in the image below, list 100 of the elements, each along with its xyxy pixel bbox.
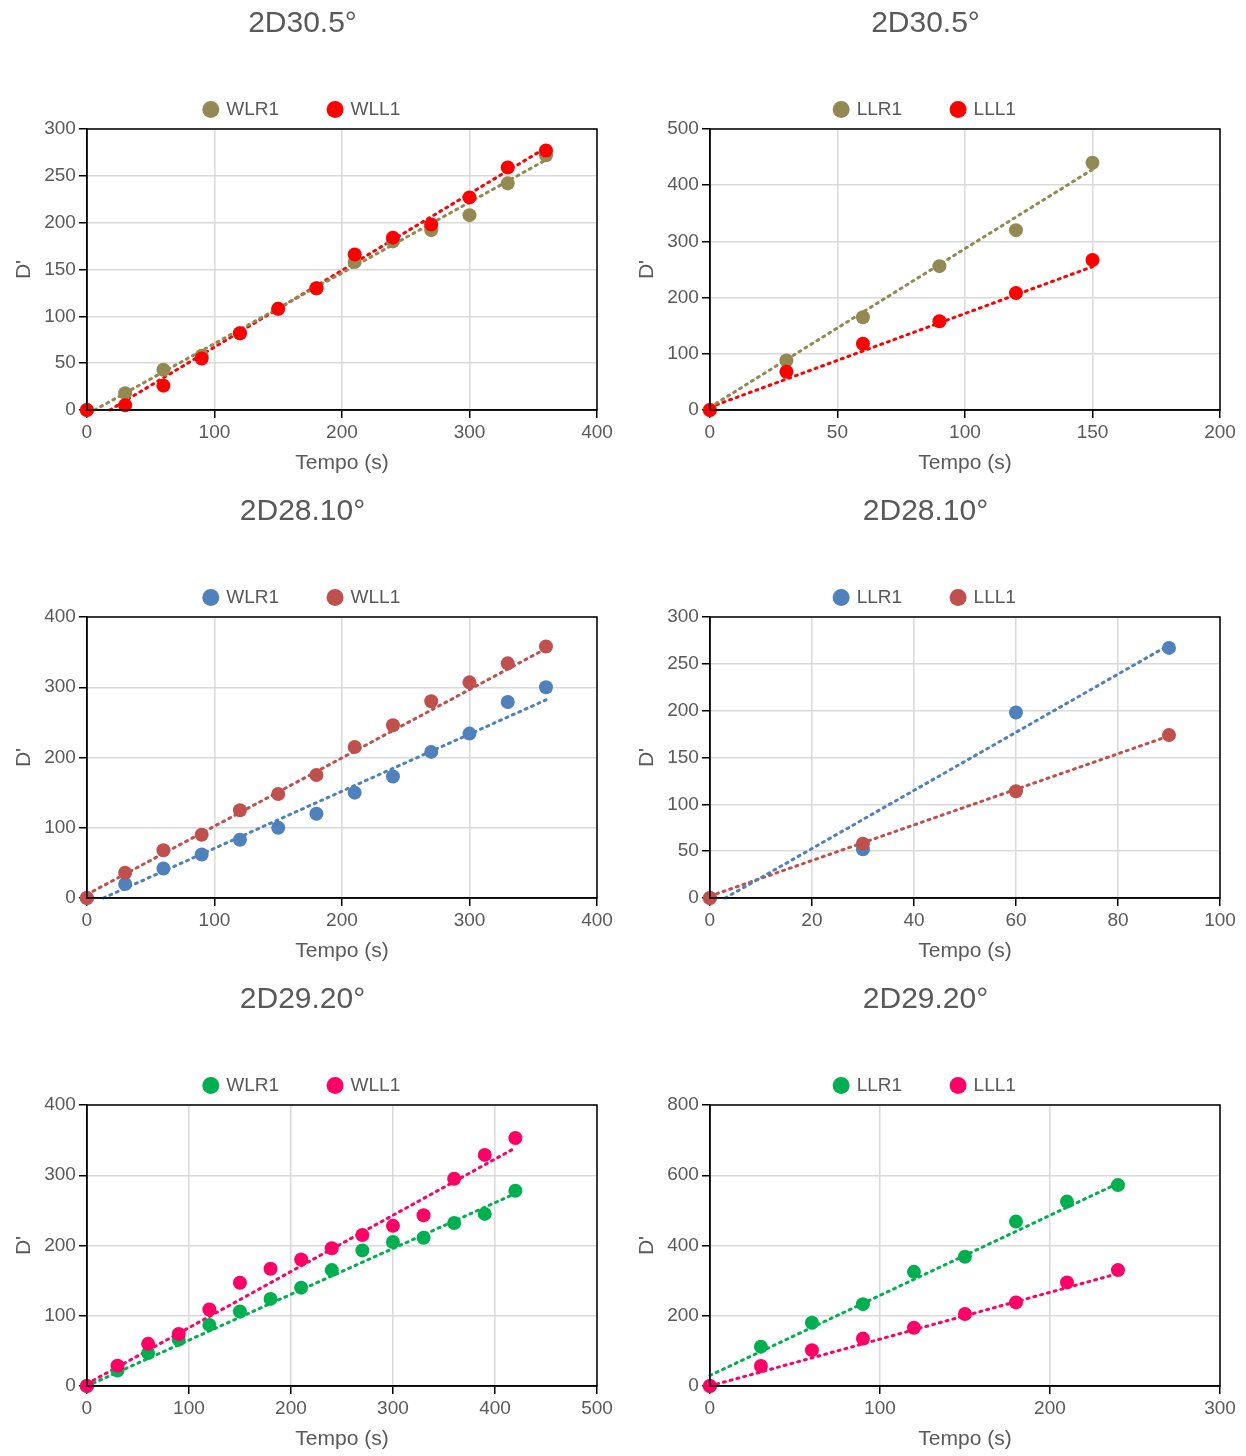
point	[753, 1339, 768, 1354]
point	[324, 1241, 339, 1256]
x-tick-label: 200	[1204, 420, 1236, 442]
point	[232, 1275, 247, 1290]
point	[906, 1264, 921, 1279]
x-tick-label: 400	[479, 1396, 511, 1418]
x-tick-label: 150	[1076, 420, 1109, 442]
x-tick-label: 100	[864, 1396, 896, 1418]
point	[1085, 155, 1100, 170]
point	[779, 364, 794, 379]
y-tick-label: 0	[65, 398, 76, 420]
point	[855, 1331, 870, 1346]
point	[906, 1320, 921, 1335]
x-axis-title: Tempo (s)	[295, 450, 389, 474]
y-tick-label: 0	[688, 886, 699, 908]
x-tick-label: 50	[826, 420, 848, 442]
x-tick-label: 60	[1005, 908, 1027, 930]
point	[462, 208, 477, 223]
point	[156, 861, 171, 876]
point	[1008, 705, 1023, 720]
y-tick-label: 300	[667, 605, 699, 627]
y-tick-label: 150	[667, 745, 699, 767]
point	[1008, 1214, 1023, 1229]
x-tick-label: 200	[326, 908, 358, 930]
point	[1161, 640, 1176, 655]
point	[477, 1147, 492, 1162]
x-tick-label: 300	[377, 1396, 409, 1418]
x-axis-title: Tempo (s)	[918, 938, 1012, 962]
point	[462, 675, 477, 690]
x-tick-label: 200	[275, 1396, 307, 1418]
point	[957, 1306, 972, 1321]
x-tick-label: 300	[453, 908, 486, 930]
x-axis-title: Tempo (s)	[918, 1426, 1012, 1450]
point	[347, 785, 362, 800]
point	[347, 247, 362, 262]
point	[385, 1218, 400, 1233]
point	[1059, 1275, 1074, 1290]
chart-title: 2D28.10°	[239, 493, 366, 527]
legend-label: LLR1	[856, 97, 903, 119]
point	[855, 1297, 870, 1312]
y-tick-label: 300	[667, 229, 699, 251]
point	[477, 1206, 492, 1221]
point	[171, 1327, 186, 1342]
point	[447, 1171, 462, 1186]
y-tick-label: 0	[65, 886, 76, 908]
y-tick-label: 200	[667, 285, 699, 307]
y-tick-label: 100	[667, 342, 699, 364]
y-axis-title: D'	[11, 747, 35, 768]
x-axis-title: Tempo (s)	[295, 938, 389, 962]
point	[1008, 784, 1023, 799]
point	[202, 1317, 217, 1332]
y-tick-label: 250	[667, 652, 699, 674]
legend-label: LLL1	[973, 1073, 1016, 1095]
point	[538, 680, 553, 695]
point	[1008, 223, 1023, 238]
legend-label: WLL1	[350, 585, 401, 607]
point	[1059, 1194, 1074, 1209]
chart-title: 2D28.10°	[862, 493, 989, 527]
point	[156, 843, 171, 858]
x-tick-label: 400	[581, 420, 613, 442]
point	[500, 656, 515, 671]
y-tick-label: 400	[667, 1233, 699, 1255]
y-tick-label: 50	[54, 351, 76, 373]
point	[500, 176, 515, 191]
legend-label: LLR1	[856, 585, 903, 607]
point	[355, 1243, 370, 1258]
chart-title: 2D29.20°	[862, 981, 989, 1015]
y-tick-label: 400	[44, 605, 76, 627]
x-tick-label: 100	[1204, 908, 1236, 930]
x-tick-label: 500	[581, 1396, 613, 1418]
x-tick-label: 0	[81, 908, 93, 930]
legend-label: WLL1	[350, 1073, 401, 1095]
x-tick-label: 100	[198, 908, 231, 930]
point	[263, 1261, 278, 1276]
y-tick-label: 50	[677, 839, 699, 861]
point	[194, 847, 209, 862]
point	[855, 836, 870, 851]
point	[424, 744, 439, 759]
legend-label: LLR1	[856, 1073, 903, 1095]
y-tick-label: 400	[667, 173, 699, 195]
point	[804, 1315, 819, 1330]
point	[141, 1336, 156, 1351]
x-axis-title: Tempo (s)	[918, 450, 1012, 474]
y-tick-label: 250	[44, 164, 76, 186]
x-tick-label: 0	[704, 908, 716, 930]
y-tick-label: 600	[667, 1163, 699, 1185]
point	[500, 160, 515, 175]
y-tick-label: 150	[44, 257, 76, 279]
point	[294, 1252, 309, 1267]
point	[294, 1280, 309, 1295]
legend-label: WLR1	[226, 1073, 280, 1095]
point	[118, 865, 133, 880]
point	[385, 1234, 400, 1249]
point	[232, 803, 247, 818]
y-tick-label: 200	[44, 745, 76, 767]
y-axis-title: D'	[11, 1235, 35, 1256]
chart-title: 2D29.20°	[239, 981, 366, 1015]
point	[1161, 728, 1176, 743]
point	[462, 726, 477, 741]
x-tick-label: 0	[81, 420, 93, 442]
